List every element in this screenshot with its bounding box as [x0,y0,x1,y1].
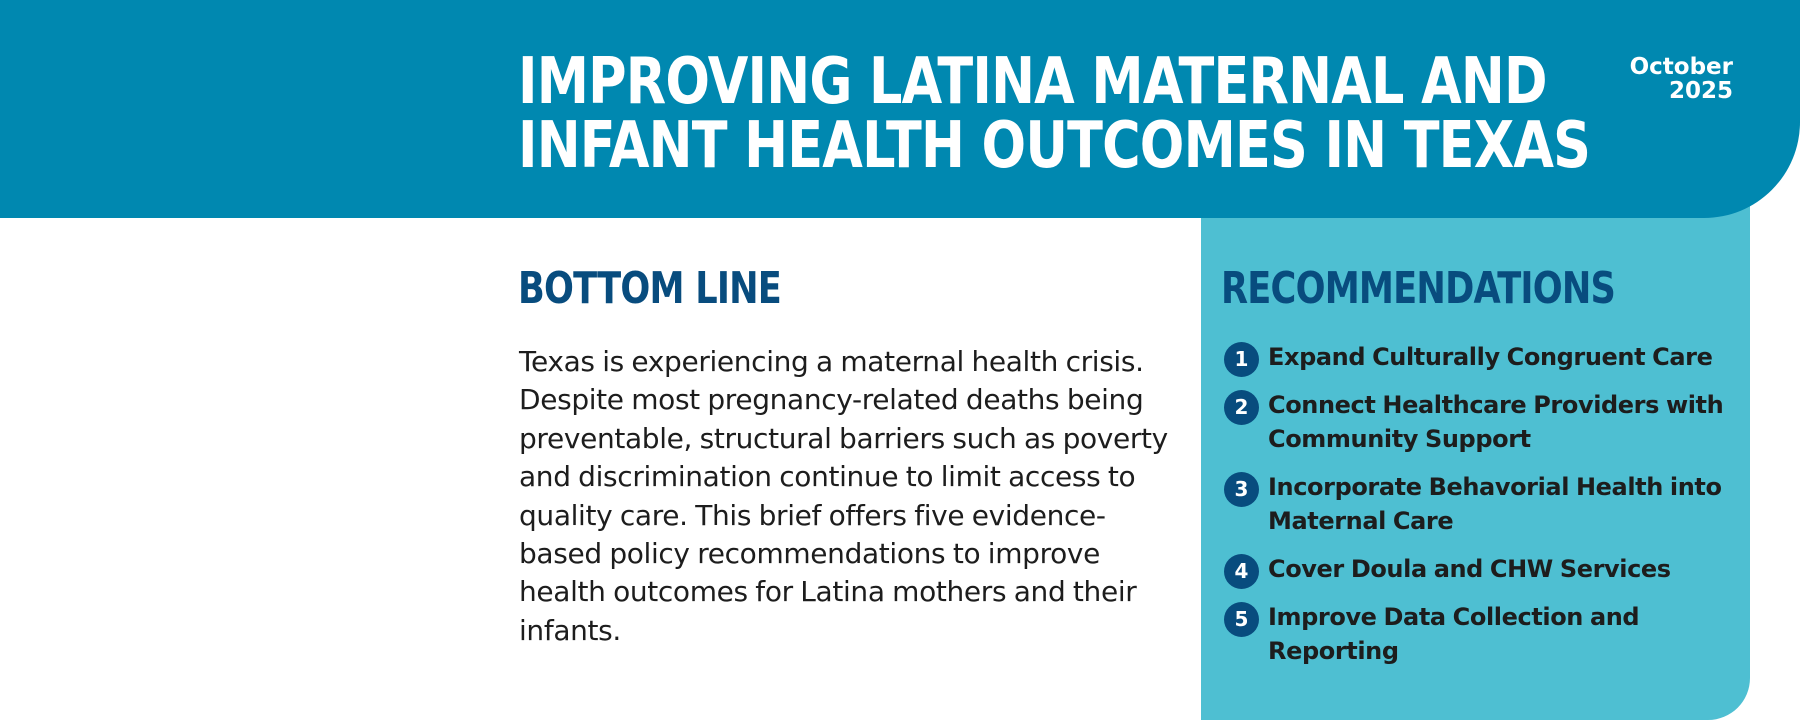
recommendation-number-badge: 3 [1224,472,1259,507]
date-month: October [1629,54,1733,80]
page-title: IMPROVING LATINA MATERNAL AND INFANT HEA… [518,45,1591,183]
header-banner: IMPROVING LATINA MATERNAL AND INFANT HEA… [0,0,1800,218]
recommendation-text: Connect Healthcare Providers with Commun… [1268,391,1724,453]
recommendation-number-badge: 4 [1224,554,1259,589]
title-line-2: INFANT HEALTH OUTCOMES IN TEXAS [518,109,1591,183]
recommendation-number-badge: 5 [1224,602,1259,637]
recommendation-item: 2 Connect Healthcare Providers with Comm… [1224,388,1749,456]
recommendation-number-badge: 2 [1224,390,1259,425]
recommendation-text: Incorporate Behavorial Health into Mater… [1268,473,1722,535]
bottom-line-heading: BOTTOM LINE [518,263,782,314]
recommendation-item: 5 Improve Data Collection and Reporting [1224,600,1749,668]
date-year: 2025 [1668,78,1733,104]
recommendation-number-badge: 1 [1224,342,1259,377]
recommendation-item: 1 Expand Culturally Congruent Care [1224,340,1749,377]
recommendations-list: 1 Expand Culturally Congruent Care 2 Con… [1224,340,1749,682]
publication-date: October 2025 [1630,55,1733,103]
recommendations-panel [1201,150,1750,720]
recommendation-text: Expand Culturally Congruent Care [1268,343,1713,371]
bottom-line-text: Texas is experiencing a maternal health … [519,345,1168,647]
title-line-1: IMPROVING LATINA MATERNAL AND [518,45,1548,119]
recommendation-text: Cover Doula and CHW Services [1268,555,1671,583]
recommendations-heading: RECOMMENDATIONS [1221,263,1616,314]
recommendation-item: 4 Cover Doula and CHW Services [1224,552,1749,589]
recommendation-text: Improve Data Collection and Reporting [1268,603,1640,665]
recommendation-item: 3 Incorporate Behavorial Health into Mat… [1224,470,1749,538]
